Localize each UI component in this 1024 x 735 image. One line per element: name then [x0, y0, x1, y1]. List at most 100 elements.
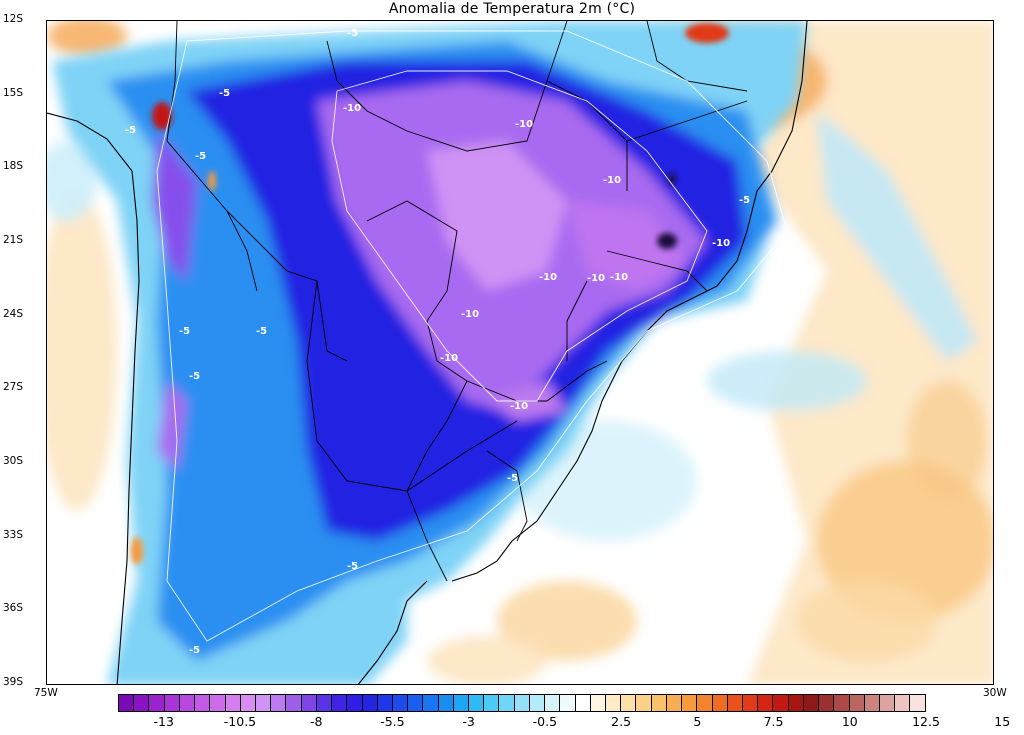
colorbar-cell	[423, 695, 439, 711]
colorbar-cell	[773, 695, 789, 711]
colorbar-cell	[453, 695, 470, 711]
colorbar-cell	[879, 695, 896, 711]
country-borders	[166, 21, 748, 582]
colorbar-cell	[210, 695, 226, 711]
colorbar-cell	[910, 695, 925, 711]
lat-label-21s: 21S	[3, 234, 24, 246]
colorbar-cell	[727, 695, 743, 711]
colorbar-cell	[590, 695, 606, 711]
colorbar-cell	[560, 695, 576, 711]
colorbar-tick-label: 15	[994, 714, 1011, 729]
colorbar-cell	[392, 695, 409, 711]
colorbar-cell	[484, 695, 500, 711]
colorbar-tick-label: 2.5	[611, 714, 632, 729]
lat-label-15s: 15S	[3, 87, 24, 99]
colorbar-tick-label: 10	[841, 714, 858, 729]
contour-label: -5	[125, 125, 136, 136]
colorbar-cell	[149, 695, 165, 711]
contour-label: -5	[507, 473, 518, 484]
colorbar-cell	[179, 695, 196, 711]
contour-label: -5	[189, 645, 200, 656]
colorbar-cell	[834, 695, 850, 711]
contour-label: -5	[256, 326, 267, 337]
colorbar-cell	[895, 695, 911, 711]
contour-label: -10	[440, 353, 458, 364]
colorbar-cell	[636, 695, 652, 711]
lat-label-33s: 33S	[3, 529, 24, 541]
colorbar-cell	[347, 695, 363, 711]
contour-label: -5	[179, 326, 190, 337]
lon-label-75w: 75W	[34, 687, 58, 699]
colorbar-cell	[849, 695, 865, 711]
colorbar-cell	[164, 695, 180, 711]
colorbar-cell	[803, 695, 820, 711]
contour-label-layer: -5 -5 -5 -5 -5 -5 -5 -5 -5 -5 -5 -10 -10…	[125, 28, 750, 656]
contour-label: -10	[343, 103, 361, 114]
colorbar-cell	[545, 695, 561, 711]
colorbar-cell	[301, 695, 317, 711]
contour-label: -5	[219, 88, 230, 99]
colorbar-tick-label: -10.5	[223, 714, 257, 729]
colorbar-cell	[742, 695, 759, 711]
colorbar-tick-label: -0.5	[532, 714, 558, 729]
colorbar-cell	[529, 695, 546, 711]
colorbar-cell	[758, 695, 774, 711]
colorbar-cell	[377, 695, 393, 711]
contour-label: -5	[195, 151, 206, 162]
colorbar-tick-label: 7.5	[763, 714, 784, 729]
colorbar-cell	[864, 695, 880, 711]
colorbar-cell	[362, 695, 378, 711]
lat-label-27s: 27S	[3, 381, 24, 393]
contour-label: -10	[461, 309, 479, 320]
colorbar-cell	[575, 695, 591, 711]
colorbar-cell	[255, 695, 272, 711]
colorbar-cell	[225, 695, 241, 711]
map-title: Anomalia de Temperatura 2m (°C)	[388, 1, 636, 17]
colorbar-cell	[286, 695, 302, 711]
colorbar-cell	[788, 695, 804, 711]
colorbar	[118, 694, 926, 712]
colorbar-cell	[499, 695, 515, 711]
contour-label: -10	[587, 273, 605, 284]
land-anomaly-field	[52, 21, 807, 684]
lat-label-12s: 12S	[3, 13, 24, 25]
lat-label-30s: 30S	[3, 455, 24, 467]
lon-label-30w: 30W	[983, 687, 1007, 699]
colorbar-cell	[666, 695, 683, 711]
colorbar-cell	[195, 695, 211, 711]
lat-label-36s: 36S	[3, 602, 24, 614]
colorbar-tick-label: -8	[309, 714, 323, 729]
contour-label: -10	[610, 272, 628, 283]
colorbar-tick-label: -3	[462, 714, 475, 729]
colorbar-tick-label: -5.5	[380, 714, 405, 729]
hotspot-field	[131, 23, 729, 565]
colorbar-cell	[606, 695, 622, 711]
contour-label: -5	[739, 195, 750, 206]
lat-label-24s: 24S	[3, 308, 24, 320]
colorbar-tick-label: 5	[693, 714, 702, 729]
anomaly-map: -5 -5 -5 -5 -5 -5 -5 -5 -5 -5 -5 -10 -10…	[47, 21, 993, 684]
lat-label-39s: 39S	[3, 676, 24, 688]
colorbar-tick-label: 12.5	[912, 714, 940, 729]
contour-label: -10	[712, 238, 730, 249]
colorbar-cell	[408, 695, 424, 711]
contour-label: -5	[347, 28, 358, 39]
colorbar-cell	[271, 695, 287, 711]
colorbar-cell	[134, 695, 150, 711]
colorbar-cell	[712, 695, 728, 711]
contour-lines	[156, 30, 788, 642]
colorbar-cell	[651, 695, 667, 711]
map-panel: -5 -5 -5 -5 -5 -5 -5 -5 -5 -5 -5 -10 -10…	[46, 20, 994, 685]
colorbar-cell	[240, 695, 256, 711]
colorbar-cell	[332, 695, 348, 711]
contour-label: -10	[515, 119, 533, 130]
colorbar-cell	[119, 695, 135, 711]
colorbar-cell	[514, 695, 530, 711]
contour-label: -10	[603, 175, 621, 186]
colorbar-cell	[819, 695, 835, 711]
colorbar-cell	[316, 695, 333, 711]
colorbar-cell	[697, 695, 713, 711]
contour-label: -10	[539, 272, 557, 283]
colorbar-cell	[682, 695, 698, 711]
contour-label: -5	[189, 371, 200, 382]
